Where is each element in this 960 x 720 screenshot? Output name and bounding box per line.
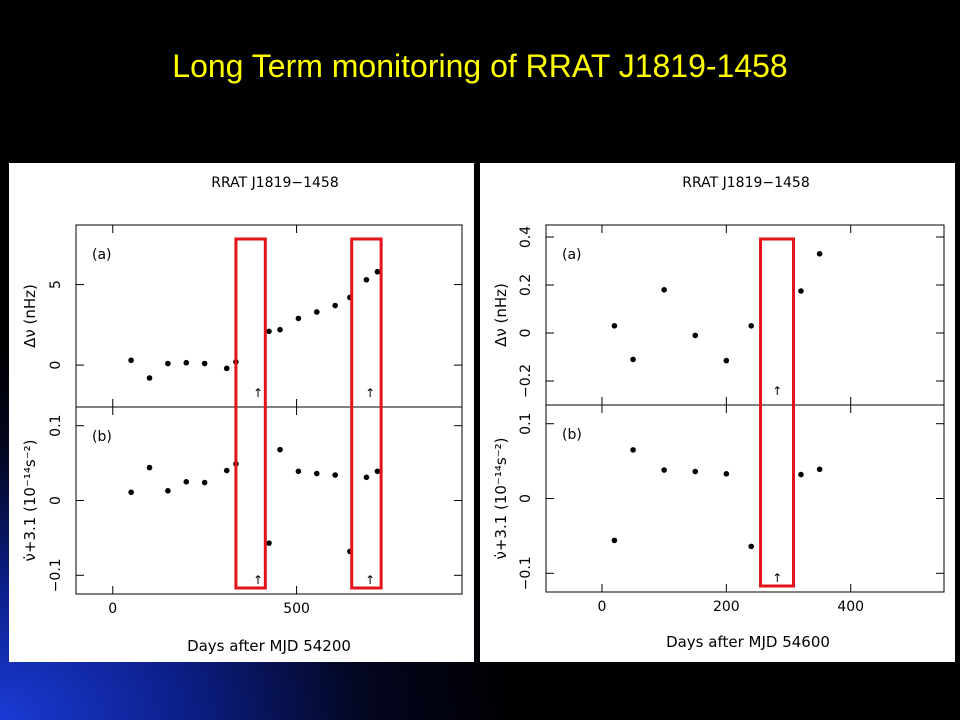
glitch-highlight-box: [350, 237, 383, 590]
data-point: [363, 276, 370, 283]
glitch-arrow-marker: ↑: [253, 573, 263, 587]
data-point: [798, 471, 804, 478]
data-point: [661, 467, 667, 473]
data-point: [146, 464, 153, 471]
y-tick-label: 0: [518, 329, 534, 338]
x-tick-label: 400: [837, 599, 864, 615]
data-point: [332, 302, 338, 309]
panel-label: (b): [92, 429, 112, 445]
slide-title: Long Term monitoring of RRAT J1819-1458: [172, 48, 788, 84]
x-tick-label: 0: [598, 599, 607, 615]
data-point: [798, 288, 804, 294]
data-point: [201, 479, 208, 486]
x-tick-label: 0: [108, 601, 117, 617]
y-axis-label: Δν (nHz): [21, 284, 39, 348]
data-point: [332, 472, 338, 478]
data-point: [128, 489, 134, 496]
y-tick-label: 0: [48, 496, 64, 505]
y-axis-label: Δν (nHz): [492, 283, 510, 347]
glitch-arrow-marker: ↑: [772, 571, 782, 585]
data-point: [313, 470, 320, 477]
data-point: [183, 479, 190, 485]
y-tick-label: −0.2: [518, 364, 534, 398]
chart-right-svg: RRAT J1819−1458 0 200 400 Days after MJD 546…: [492, 175, 945, 651]
chart-title: RRAT J1819−1458: [211, 175, 339, 191]
y-tick-label: −0.1: [48, 558, 64, 592]
y-tick-label: −0.1: [518, 556, 534, 590]
data-point: [363, 474, 370, 481]
data-point: [266, 540, 272, 546]
data-point: [748, 323, 755, 329]
glitch-arrow-marker: ↑: [772, 384, 782, 398]
data-point: [816, 251, 823, 257]
y-tick-label: 0: [48, 361, 64, 370]
data-point: [223, 365, 230, 372]
data-point: [146, 375, 153, 381]
data-point: [374, 468, 381, 475]
data-point: [165, 360, 171, 367]
y-tick-label: 0: [518, 494, 534, 503]
y-tick-label: 0.2: [518, 274, 534, 296]
data-point: [611, 537, 618, 544]
data-point: [295, 315, 302, 322]
data-point: [128, 357, 134, 364]
data-point: [165, 487, 171, 494]
plot-frame: [545, 224, 945, 593]
data-point: [723, 471, 730, 477]
data-point: [295, 468, 302, 475]
y-tick-label: 0.1: [48, 415, 64, 437]
glitch-highlight-box: [759, 237, 796, 588]
chart-title: RRAT J1819−1458: [682, 175, 810, 191]
data-point: [266, 328, 272, 335]
data-point: [201, 360, 208, 367]
y-tick-label: 0.4: [518, 226, 534, 248]
data-point: [630, 356, 636, 363]
data-point: [723, 357, 730, 364]
panel-label: (b): [562, 427, 582, 443]
data-point: [313, 309, 320, 315]
y-axis-label: ν̇+3.1 (10⁻¹⁴s⁻²): [21, 439, 39, 561]
y-tick-label: 5: [48, 280, 64, 289]
glitch-arrow-marker: ↑: [365, 573, 375, 587]
panel-label: (a): [562, 247, 582, 263]
glitch-arrow-marker: ↑: [365, 386, 375, 400]
data-point: [692, 468, 699, 475]
x-tick-label: 500: [283, 601, 310, 617]
glitch-highlight-box: [234, 237, 267, 590]
data-point: [374, 268, 381, 275]
chart-panel-left: RRAT J1819−1458 0 500 Days after MJD 54200 0…: [9, 163, 474, 662]
data-point: [630, 447, 636, 453]
data-point: [611, 323, 618, 329]
x-tick-label: 200: [713, 599, 740, 615]
x-axis-label: Days after MJD 54200: [187, 637, 351, 655]
x-axis-label: Days after MJD 54600: [666, 633, 830, 651]
data-point: [661, 287, 667, 293]
data-point: [277, 326, 283, 333]
data-point: [816, 466, 823, 473]
data-point: [748, 543, 755, 550]
panel-label: (a): [92, 247, 112, 263]
y-axis-label: ν̇+3.1 (10⁻¹⁴s⁻²): [492, 437, 510, 559]
data-point: [692, 332, 699, 339]
data-point: [183, 359, 190, 366]
data-point: [223, 467, 230, 474]
chart-panel-right: RRAT J1819−1458 0 200 400 Days after MJD 546…: [480, 163, 955, 662]
y-tick-label: 0.1: [518, 413, 534, 435]
data-point: [277, 446, 283, 453]
plot-frame: [75, 224, 463, 595]
glitch-arrow-marker: ↑: [253, 386, 263, 400]
